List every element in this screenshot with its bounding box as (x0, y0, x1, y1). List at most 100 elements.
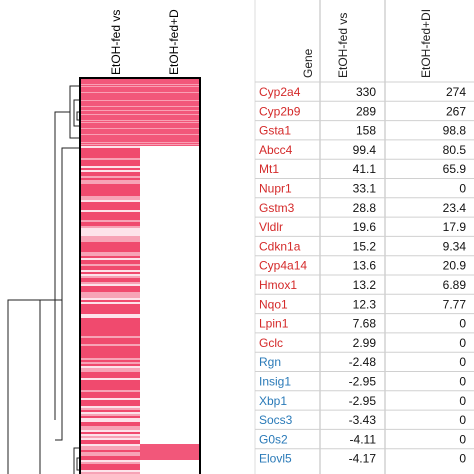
heat-stripe (80, 288, 140, 290)
heat-stripe (80, 110, 200, 111)
heat-stripe (80, 262, 140, 264)
heat-stripe (80, 374, 140, 376)
heat-block (80, 78, 200, 146)
heat-stripe (80, 164, 140, 166)
heat-stripe (80, 392, 140, 394)
heat-stripe (80, 184, 140, 186)
heat-stripe (80, 210, 140, 212)
heat-stripe (80, 258, 140, 260)
heat-stripe (80, 348, 140, 350)
heat-stripe (80, 208, 140, 210)
heat-stripe (80, 334, 140, 336)
heat-stripe (80, 230, 140, 232)
heat-stripe (80, 276, 140, 278)
gene-name: Cyp4a14 (259, 259, 307, 273)
heat-stripe (80, 224, 140, 226)
cell-value: 80.5 (443, 143, 467, 157)
heatmap-column-label: EtOH-fed vs (109, 10, 123, 75)
heat-stripe (80, 232, 140, 234)
heat-stripe (80, 316, 140, 318)
heat-stripe (80, 218, 140, 220)
cell-value: -2.95 (349, 375, 377, 389)
heat-stripe (80, 382, 140, 384)
heat-stripe (80, 214, 140, 216)
heat-stripe (80, 264, 140, 266)
cell-value: 15.2 (353, 239, 377, 253)
cell-value: 0 (459, 375, 466, 389)
heat-stripe (80, 144, 200, 145)
cell-value: 0 (459, 432, 466, 446)
gene-name: Gstm3 (259, 201, 295, 215)
heat-stripe (80, 160, 140, 162)
heat-stripe (80, 384, 140, 386)
heat-stripe (80, 454, 140, 456)
gene-name: Socs3 (259, 413, 293, 427)
heat-stripe (80, 396, 140, 398)
heat-stripe (80, 172, 140, 174)
heat-stripe (80, 308, 140, 310)
dendrogram-bottom (73, 447, 80, 474)
heat-stripe (80, 378, 140, 380)
cell-value: 13.6 (353, 259, 377, 273)
cell-value: 20.9 (443, 259, 467, 273)
cell-value: 19.6 (353, 220, 377, 234)
heat-stripe (80, 188, 140, 190)
heat-stripe (80, 212, 140, 214)
heat-stripe (80, 420, 140, 422)
heat-stripe (80, 106, 200, 107)
heat-stripe (80, 460, 140, 462)
heat-stripe (80, 414, 140, 416)
heat-stripe (80, 424, 140, 426)
cell-value: 28.8 (353, 201, 377, 215)
cell-value: 267 (446, 104, 466, 118)
heat-stripe (80, 220, 140, 222)
heat-stripe (80, 464, 140, 466)
gene-name: Mt1 (259, 162, 279, 176)
heat-stripe (80, 186, 140, 188)
heat-stripe (80, 324, 140, 326)
gene-name: Cyp2a4 (259, 85, 301, 99)
heat-stripe (80, 358, 140, 360)
heat-stripe (80, 154, 140, 156)
heat-stripe (80, 322, 140, 324)
heat-stripe (80, 450, 140, 452)
heat-stripe (80, 376, 140, 378)
cell-value: 0 (459, 413, 466, 427)
heat-stripe (80, 246, 140, 248)
cell-value: 0 (459, 182, 466, 196)
heat-stripe (80, 198, 140, 200)
heat-stripe (80, 150, 140, 152)
heat-stripe (80, 470, 140, 472)
heat-stripe (80, 292, 140, 294)
heat-stripe (80, 394, 140, 396)
heat-stripe (80, 390, 140, 392)
heat-stripe (80, 404, 140, 406)
heat-stripe (80, 158, 140, 160)
gene-name: Insig1 (259, 375, 291, 389)
gene-name: Hmox1 (259, 278, 297, 292)
heat-stripe (80, 352, 140, 354)
heat-stripe (80, 100, 200, 101)
gene-name: Elovl5 (259, 452, 292, 466)
dendrogram-root (7, 200, 56, 474)
cell-value: 6.89 (443, 278, 467, 292)
heat-stripe (80, 330, 140, 332)
heat-stripe (80, 428, 140, 430)
heat-stripe (80, 294, 140, 296)
heat-stripe (80, 176, 140, 178)
heat-stripe (80, 416, 140, 418)
heat-stripe (80, 250, 140, 252)
heat-stripe (80, 312, 140, 314)
heat-stripe (80, 314, 140, 316)
gene-name: Gsta1 (259, 124, 291, 138)
heat-stripe (80, 426, 140, 428)
gene-name: G0s2 (259, 432, 288, 446)
heat-stripe (80, 320, 140, 322)
column-header: Gene (301, 48, 315, 78)
heat-stripe (80, 86, 200, 87)
heat-stripe (80, 438, 140, 440)
heat-stripe (80, 402, 140, 404)
heat-stripe (80, 148, 140, 150)
heat-stripe (80, 388, 140, 390)
cell-value: -3.43 (349, 413, 377, 427)
